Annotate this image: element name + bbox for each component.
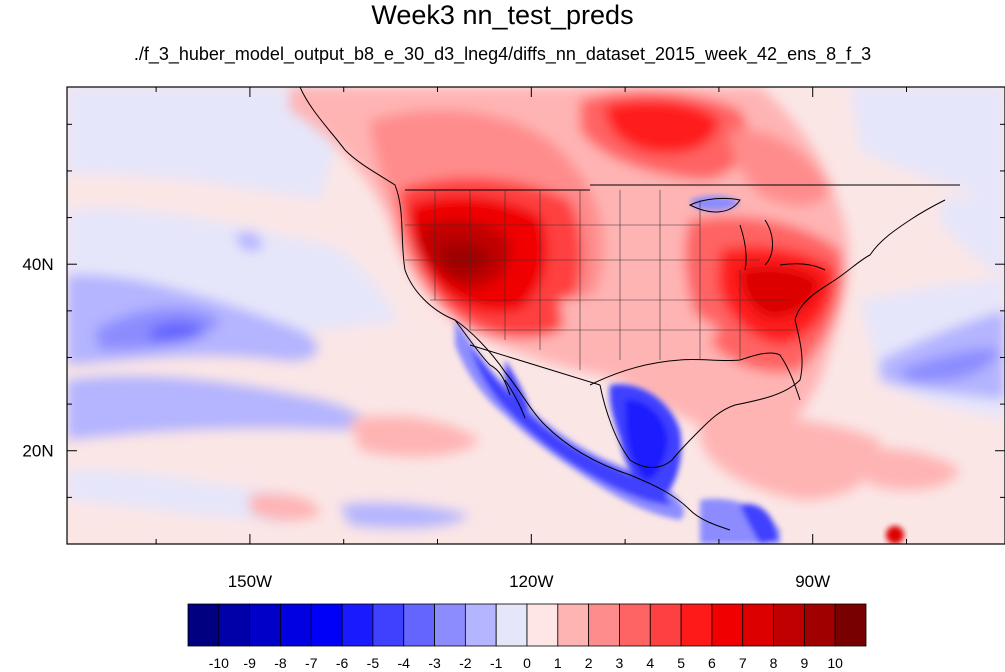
colorbar-level-label: 7 — [739, 655, 747, 671]
colorbar-level-label: 5 — [677, 655, 685, 671]
colorbar-box — [526, 603, 559, 647]
colorbar-level-label: -1 — [490, 655, 503, 671]
colorbar-level-label: 10 — [827, 655, 843, 671]
colorbar-box — [588, 603, 620, 647]
colorbar-box — [372, 603, 405, 647]
colorbar-level-label: 2 — [585, 655, 593, 671]
anomaly-field — [67, 87, 1005, 544]
map-frame — [66, 86, 1005, 545]
colorbar-box — [218, 603, 251, 647]
colorbar-level-label: 4 — [646, 655, 654, 671]
colorbar-box — [619, 603, 651, 647]
colorbar-box — [711, 603, 744, 647]
lon-tick-label: 150W — [228, 572, 272, 591]
pacific-cool-anomaly — [67, 87, 1005, 528]
colorbar-box — [834, 603, 867, 647]
colorbar-box — [341, 603, 374, 647]
colorbar-level-label: -4 — [398, 655, 411, 671]
hot-spot — [886, 526, 904, 544]
colorbar-level-label: -2 — [459, 655, 472, 671]
colorbar-box — [680, 603, 713, 647]
colorbar-box — [742, 603, 774, 647]
colorbar-box — [773, 603, 805, 647]
colorbar-labels: -10 -9 -8 -7 -6 -5 -4 -3 -2 -1 0 1 2 3 4 5 6 7 8 9 10 — [209, 655, 843, 671]
colorbar-box — [249, 603, 281, 647]
axis-tick-labels: 150W 120W 90W 40N 20N — [22, 255, 830, 591]
colorbar-box — [495, 603, 528, 647]
colorbar-level-label: -3 — [428, 655, 441, 671]
colorbar-box — [464, 603, 497, 647]
colorbar-box — [403, 603, 435, 647]
colorbar-level-label: -6 — [336, 655, 349, 671]
colorbar-box — [557, 603, 590, 647]
colorbar-level-label: -8 — [274, 655, 287, 671]
colorbar-level-label: 3 — [616, 655, 624, 671]
colorbar-level-label: -10 — [209, 655, 229, 671]
plot-subtitle: ./f_3_huber_model_output_b8_e_30_d3_lneg… — [133, 44, 872, 64]
lat-tick-label: 20N — [22, 442, 53, 461]
colorbar-level-label: 8 — [770, 655, 778, 671]
colorbar-level-label: 1 — [554, 655, 562, 671]
colorbar-level-label: 6 — [708, 655, 716, 671]
colorbar-box — [434, 603, 466, 647]
coastlines — [299, 87, 960, 531]
mexico-cool-anomaly — [455, 195, 780, 544]
lon-tick-label: 120W — [509, 572, 553, 591]
colorbar — [187, 603, 867, 647]
colorbar-box — [649, 603, 682, 647]
colorbar-level-label: 9 — [800, 655, 808, 671]
lon-tick-label: 90W — [795, 572, 830, 591]
lat-tick-label: 40N — [22, 255, 53, 274]
continental-warm-anomaly — [250, 87, 960, 521]
colorbar-box — [187, 603, 220, 647]
colorbar-level-label: -5 — [367, 655, 380, 671]
colorbar-box — [280, 603, 312, 647]
colorbar-level-label: 0 — [523, 655, 531, 671]
plot-title: Week3 nn_test_preds — [371, 0, 634, 30]
colorbar-box — [310, 603, 343, 647]
state-borders — [405, 190, 800, 370]
axis-ticks — [67, 87, 1005, 544]
colorbar-box — [803, 603, 836, 647]
colorbar-level-label: -9 — [243, 655, 256, 671]
colorbar-level-label: -7 — [305, 655, 318, 671]
